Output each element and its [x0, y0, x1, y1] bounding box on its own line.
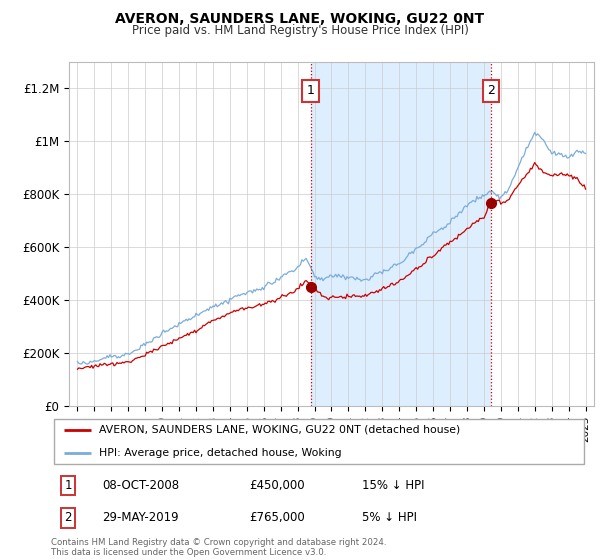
Text: AVERON, SAUNDERS LANE, WOKING, GU22 0NT (detached house): AVERON, SAUNDERS LANE, WOKING, GU22 0NT …	[100, 425, 461, 435]
Text: 2: 2	[487, 85, 495, 97]
Text: HPI: Average price, detached house, Woking: HPI: Average price, detached house, Woki…	[100, 447, 342, 458]
Bar	[311, 62, 491, 406]
Text: £765,000: £765,000	[250, 511, 305, 524]
Text: 08-OCT-2008: 08-OCT-2008	[102, 479, 179, 492]
Text: 2: 2	[64, 511, 72, 524]
Text: 15% ↓ HPI: 15% ↓ HPI	[362, 479, 425, 492]
Text: 1: 1	[307, 85, 314, 97]
Text: Price paid vs. HM Land Registry's House Price Index (HPI): Price paid vs. HM Land Registry's House …	[131, 24, 469, 37]
Text: Contains HM Land Registry data © Crown copyright and database right 2024.
This d: Contains HM Land Registry data © Crown c…	[51, 538, 386, 557]
Text: 29-MAY-2019: 29-MAY-2019	[102, 511, 179, 524]
Text: £450,000: £450,000	[250, 479, 305, 492]
Text: AVERON, SAUNDERS LANE, WOKING, GU22 0NT: AVERON, SAUNDERS LANE, WOKING, GU22 0NT	[115, 12, 485, 26]
Text: 1: 1	[64, 479, 72, 492]
Text: 5% ↓ HPI: 5% ↓ HPI	[362, 511, 418, 524]
FancyBboxPatch shape	[53, 419, 584, 464]
